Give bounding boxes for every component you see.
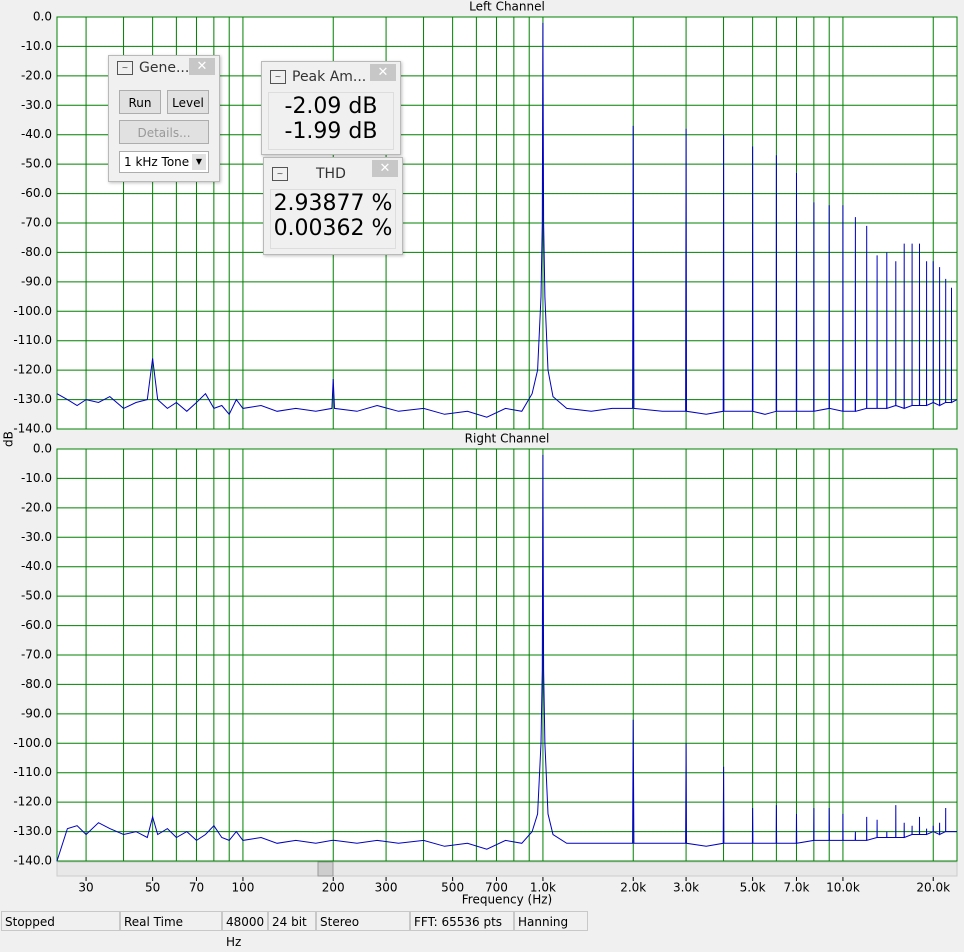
y-tick-label: -10.0 bbox=[21, 39, 52, 53]
window-icon: ~ bbox=[117, 61, 133, 75]
x-tick-label: 70 bbox=[189, 881, 204, 895]
y-tick-label: -140.0 bbox=[13, 854, 52, 868]
x-tick-label: 500 bbox=[441, 881, 464, 895]
window-icon: ~ bbox=[270, 70, 286, 84]
y-tick-label: -120.0 bbox=[13, 795, 52, 809]
y-tick-label: -50.0 bbox=[21, 157, 52, 171]
x-tick-label: 30 bbox=[78, 881, 93, 895]
spectrum-line bbox=[56, 454, 957, 862]
y-tick-label: -40.0 bbox=[21, 559, 52, 573]
y-tick-label: -80.0 bbox=[21, 677, 52, 691]
dropdown-value: 1 kHz Tone bbox=[124, 155, 190, 169]
y-tick-label: -140.0 bbox=[13, 422, 52, 436]
scrollbar-track bbox=[56, 861, 958, 877]
y-tick-label: -120.0 bbox=[13, 363, 52, 377]
y-tick-label: -30.0 bbox=[21, 530, 52, 544]
run-button[interactable]: Run bbox=[119, 90, 161, 114]
peak-left: -2.09 dB bbox=[284, 94, 378, 119]
y-tick-label: -110.0 bbox=[13, 765, 52, 779]
x-tick-label: 3.0k bbox=[673, 881, 699, 895]
x-axis-label: Frequency (Hz) bbox=[462, 893, 553, 907]
x-tick-label: 10.0k bbox=[826, 881, 860, 895]
thd-window: ~ THD ✕ 2.93877 % 0.00362 % bbox=[263, 157, 403, 255]
y-tick-label: -20.0 bbox=[21, 68, 52, 82]
y-tick-label: -40.0 bbox=[21, 127, 52, 141]
close-button[interactable]: ✕ bbox=[189, 58, 215, 75]
status-cell: FFT: 65536 pts bbox=[410, 911, 514, 931]
y-tick-label: 0.0 bbox=[33, 10, 52, 24]
y-tick-label: -130.0 bbox=[13, 392, 52, 406]
chart-title: Right Channel bbox=[465, 432, 550, 446]
dropdown-arrow: ▼ bbox=[192, 154, 206, 170]
y-tick-label: -130.0 bbox=[13, 824, 52, 838]
y-tick-label: -90.0 bbox=[21, 274, 52, 288]
title-bar: ~ THD bbox=[264, 162, 402, 186]
y-tick-label: -50.0 bbox=[21, 589, 52, 603]
x-tick-label: 7.0k bbox=[783, 881, 809, 895]
y-tick-label: -60.0 bbox=[21, 186, 52, 200]
window-title: THD bbox=[316, 166, 346, 182]
scrollbar-thumb[interactable] bbox=[317, 861, 334, 877]
y-tick-label: 0.0 bbox=[33, 442, 52, 456]
y-tick-label: -70.0 bbox=[21, 648, 52, 662]
y-tick-label: -80.0 bbox=[21, 245, 52, 259]
x-tick-label: 700 bbox=[485, 881, 508, 895]
peak-window: ~ Peak Am... ✕ -2.09 dB -1.99 dB bbox=[261, 61, 401, 155]
level-button[interactable]: Level bbox=[167, 90, 209, 114]
y-tick-label: -20.0 bbox=[21, 500, 52, 514]
thd-left: 2.93877 % bbox=[273, 191, 393, 216]
x-tick-label: 50 bbox=[145, 881, 160, 895]
value-panel bbox=[270, 189, 396, 249]
chart-title: Left Channel bbox=[469, 0, 545, 14]
x-tick-label: 300 bbox=[375, 881, 398, 895]
y-tick-label: -10.0 bbox=[21, 471, 52, 485]
window-title: Gene... bbox=[139, 60, 190, 76]
details-button[interactable]: Details... bbox=[119, 120, 209, 144]
thd-right: 0.00362 % bbox=[273, 216, 393, 241]
x-tick-label: 20.0k bbox=[916, 881, 950, 895]
y-tick-label: -70.0 bbox=[21, 216, 52, 230]
y-tick-label: -100.0 bbox=[13, 304, 52, 318]
x-tick-label: 100 bbox=[231, 881, 254, 895]
y-tick-label: -60.0 bbox=[21, 618, 52, 632]
title-bar: ~ Gene... bbox=[109, 56, 219, 80]
y-tick-label: -30.0 bbox=[21, 98, 52, 112]
close-button[interactable]: ✕ bbox=[370, 64, 396, 81]
x-tick-label: 5.0k bbox=[740, 881, 766, 895]
y-tick-label: -100.0 bbox=[13, 736, 52, 750]
y-axis-label: dB bbox=[2, 431, 16, 447]
x-tick-label: 200 bbox=[322, 881, 345, 895]
y-tick-label: -90.0 bbox=[21, 706, 52, 720]
window-title: Peak Am... bbox=[292, 69, 367, 85]
window-icon: ~ bbox=[272, 167, 288, 181]
status-cell: Hanning bbox=[514, 911, 588, 931]
title-bar: ~ Peak Am... bbox=[262, 65, 400, 89]
status-cell: 48000 Hz bbox=[222, 911, 268, 949]
status-cell: 24 bit bbox=[268, 911, 316, 931]
status-cell: Stopped bbox=[1, 911, 120, 931]
y-tick-label: -110.0 bbox=[13, 333, 52, 347]
value-panel bbox=[268, 92, 394, 150]
spectrum-line bbox=[56, 22, 958, 418]
tone-dropdown[interactable]: 1 kHz Tone ▼ bbox=[119, 151, 209, 173]
x-tick-label: 2.0k bbox=[620, 881, 646, 895]
spectrum-charts: Left Channel 0.0 -10.0 -20.0 -30.0 -40.0 -50.0… bbox=[2, 0, 958, 907]
generator-window: ~ Gene... ✕ Run Level Details... 1 kHz To… bbox=[108, 55, 220, 182]
close-button[interactable]: ✕ bbox=[372, 160, 398, 177]
status-cell: Real Time bbox=[120, 911, 222, 931]
status-cell: Stereo bbox=[316, 911, 410, 931]
peak-right: -1.99 dB bbox=[284, 119, 378, 144]
x-tick-label: 1.0k bbox=[530, 881, 556, 895]
